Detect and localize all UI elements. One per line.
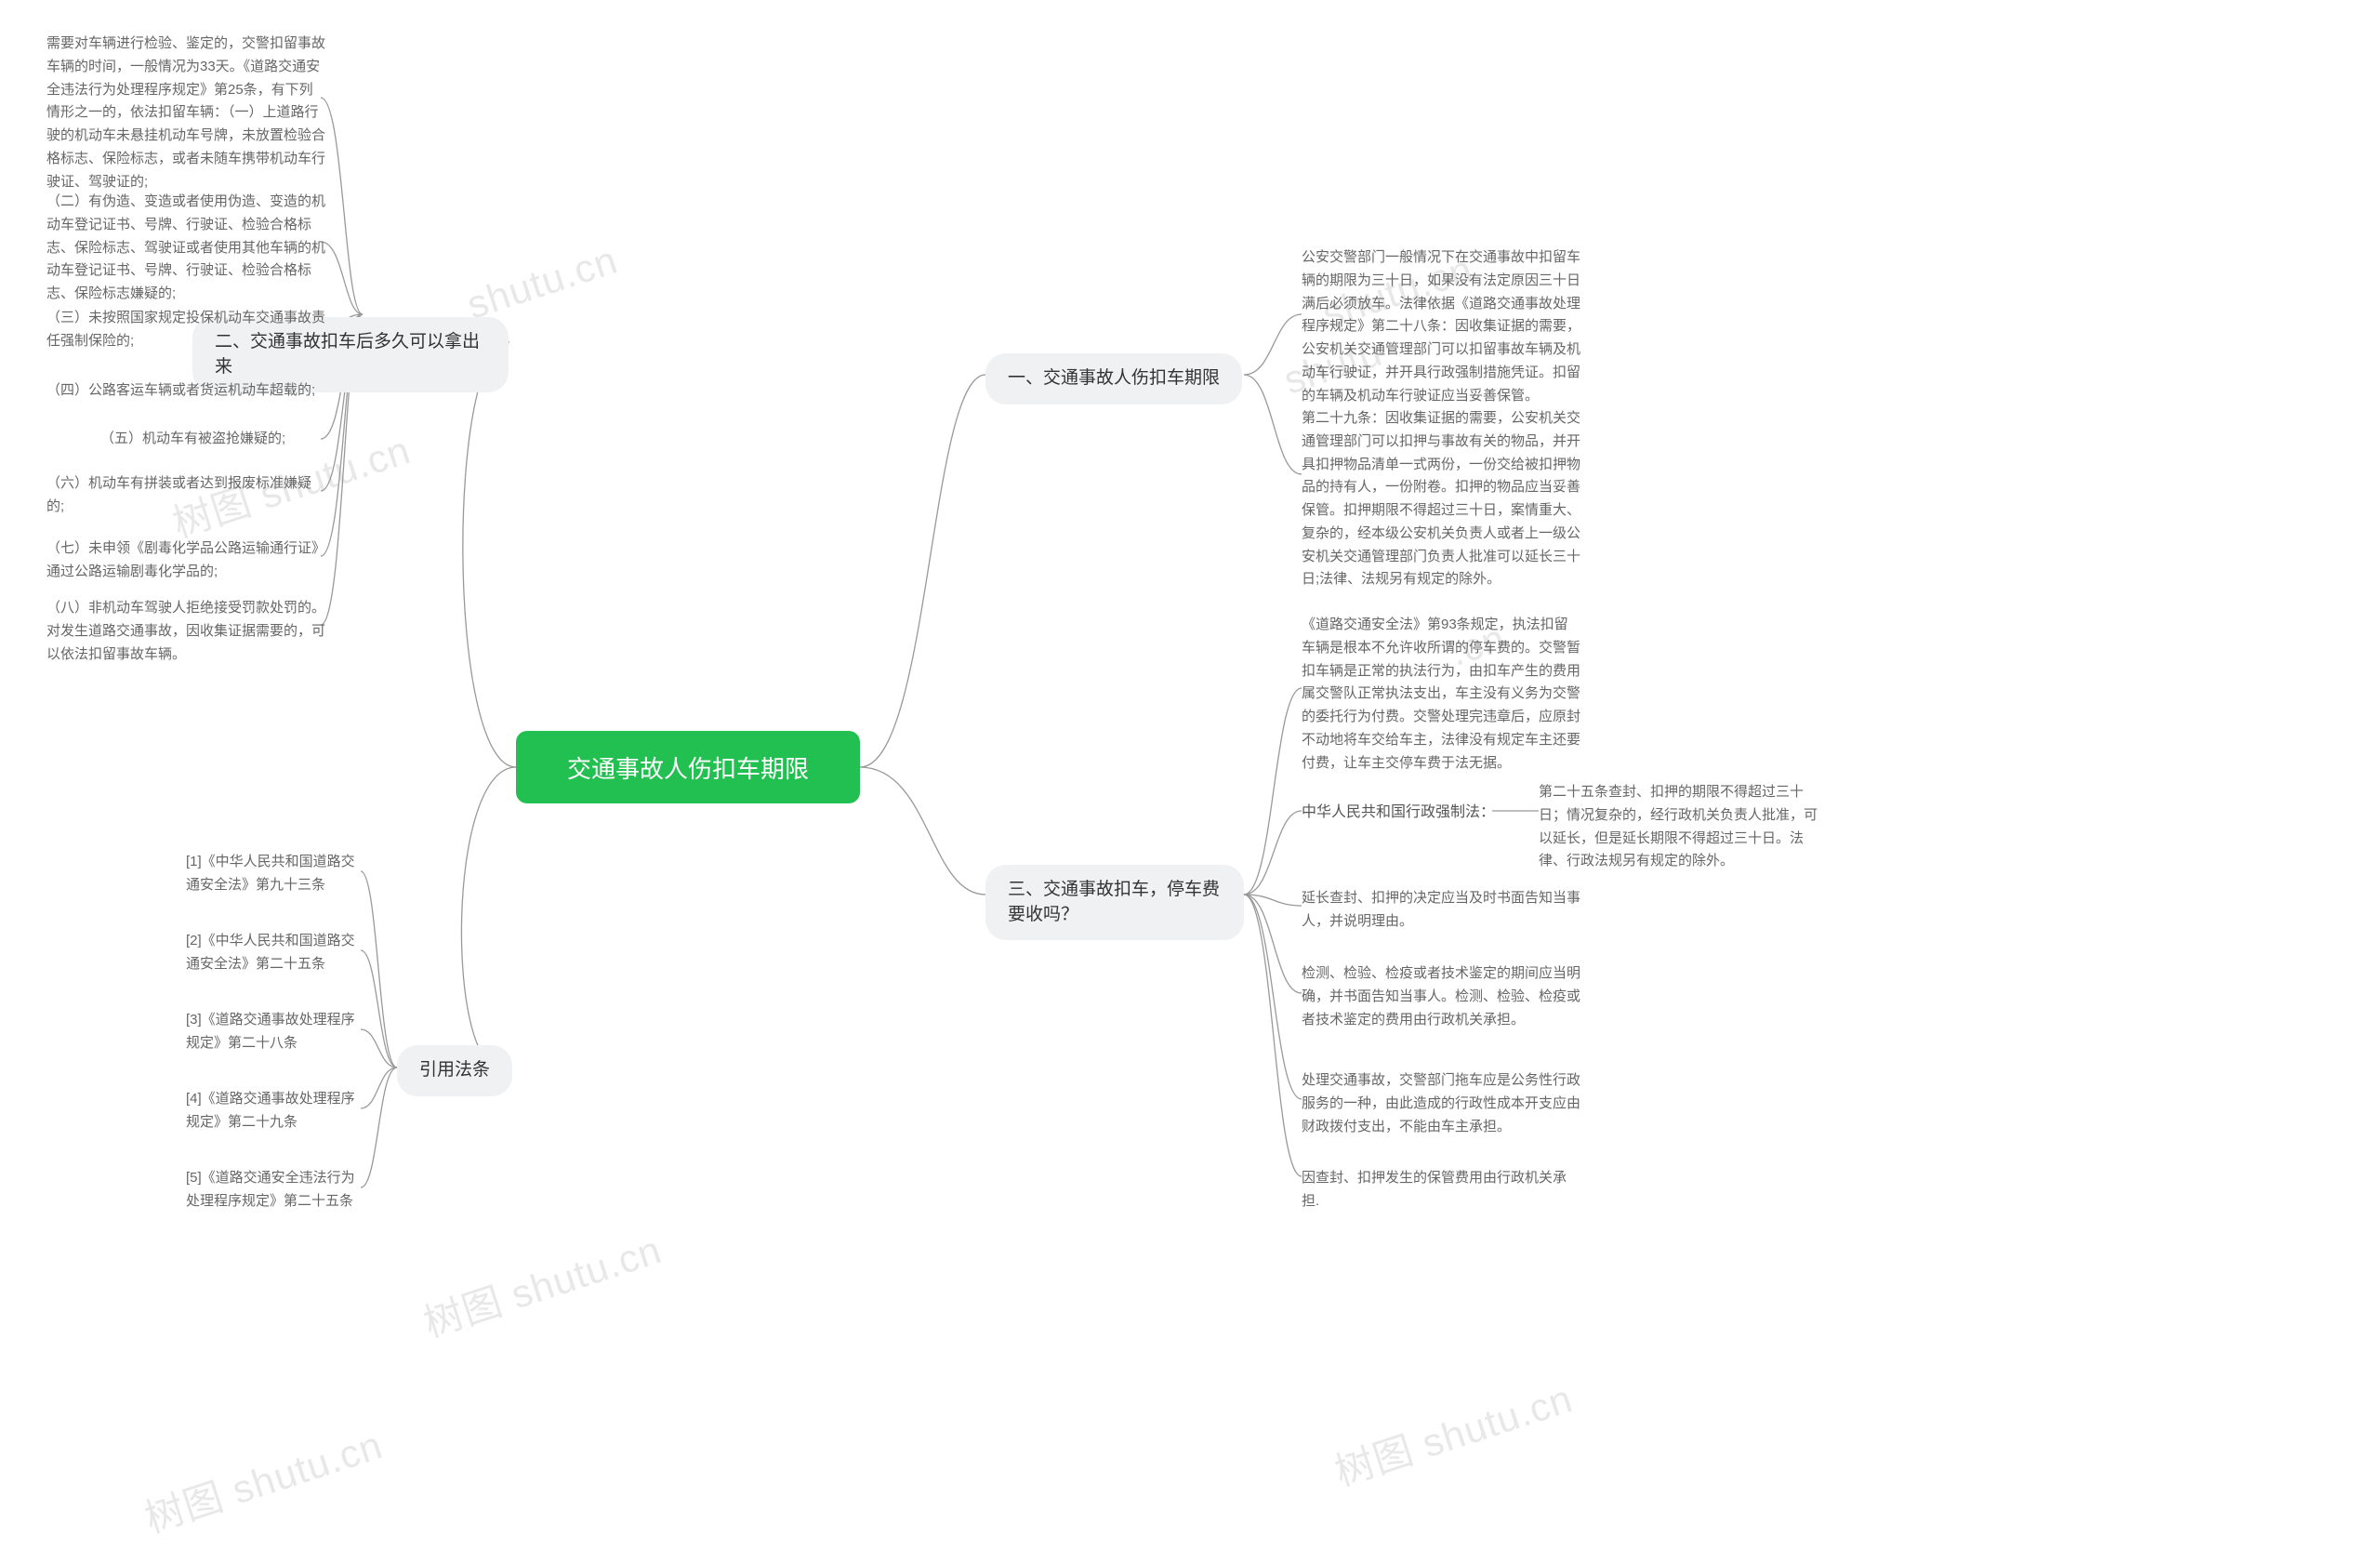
branch-2-leaf-4: （五）机动车有被盗抢嫌疑的;	[100, 428, 285, 451]
watermark: 树图 shutu.cn	[1327, 1367, 1579, 1497]
branch-4-leaf-2: [3]《道路交通事故处理程序规定》第二十八条	[186, 1009, 363, 1055]
branch-4-label: 引用法条	[419, 1058, 490, 1083]
branch-3[interactable]: 三、交通事故扣车，停车费要收吗？	[985, 865, 1244, 940]
branch-1-leaf-1: 第二十九条：因收集证据的需要，公安机关交通管理部门可以扣押与事故有关的物品，并开…	[1302, 407, 1580, 591]
watermark: 树图 shutu.cn	[416, 1218, 668, 1348]
branch-2-leaf-7: （八）非机动车驾驶人拒绝接受罚款处罚的。对发生道路交通事故，因收集证据需要的，可…	[46, 597, 325, 666]
branch-2-leaf-3: （四）公路客运车辆或者货运机动车超载的;	[46, 379, 315, 403]
branch-2-leaf-5: （六）机动车有拼装或者达到报废标准嫌疑的;	[46, 472, 325, 519]
branch-2-leaf-1: （二）有伪造、变造或者使用伪造、变造的机动车登记证书、号牌、行驶证、检验合格标志…	[46, 191, 325, 306]
branch-2-leaf-2: （三）未按照国家规定投保机动车交通事故责任强制保险的;	[46, 307, 325, 353]
branch-3-leaf-3: 检测、检验、检疫或者技术鉴定的期间应当明确，并书面告知当事人。检测、检验、检疫或…	[1302, 962, 1580, 1031]
watermark: shutu.cn	[462, 237, 623, 327]
branch-1-leaf-0: 公安交警部门一般情况下在交通事故中扣留车辆的期限为三十日，如果没有法定原因三十日…	[1302, 246, 1580, 407]
branch-4-leaf-4: [5]《道路交通安全违法行为处理程序规定》第二十五条	[186, 1167, 363, 1214]
branch-1[interactable]: 一、交通事故人伤扣车期限	[985, 353, 1242, 405]
branch-4-leaf-1: [2]《中华人民共和国道路交通安全法》第二十五条	[186, 930, 363, 976]
mindmap-connectors	[0, 0, 2380, 1565]
central-topic[interactable]: 交通事故人伤扣车期限	[516, 731, 860, 803]
branch-3-leaf-1: 第二十五条查封、扣押的期限不得超过三十日；情况复杂的，经行政机关负责人批准，可以…	[1539, 781, 1818, 873]
branch-2-leaf-0: 需要对车辆进行检验、鉴定的，交警扣留事故车辆的时间，一般情况为33天。《道路交通…	[46, 33, 325, 193]
branch-3-leaf-2: 延长查封、扣押的决定应当及时书面告知当事人，并说明理由。	[1302, 887, 1580, 934]
branch-3-leaf-0: 《道路交通安全法》第93条规定，执法扣留车辆是根本不允许收所谓的停车费的。交警暂…	[1302, 614, 1580, 775]
branch-2-leaf-6: （七）未申领《剧毒化学品公路运输通行证》通过公路运输剧毒化学品的;	[46, 537, 325, 584]
branch-4[interactable]: 引用法条	[397, 1045, 512, 1096]
branch-3-sub: 中华人民共和国行政强制法：	[1302, 802, 1495, 824]
branch-1-label: 一、交通事故人伤扣车期限	[1008, 366, 1220, 391]
branch-3-leaf-5: 因查封、扣押发生的保管费用由行政机关承担.	[1302, 1167, 1580, 1214]
branch-4-leaf-3: [4]《道路交通事故处理程序规定》第二十九条	[186, 1088, 363, 1134]
watermark: 树图 shutu.cn	[137, 1413, 389, 1544]
branch-4-leaf-0: [1]《中华人民共和国道路交通安全法》第九十三条	[186, 851, 363, 897]
branch-3-label: 三、交通事故扣车，停车费要收吗？	[1008, 878, 1222, 927]
central-topic-label: 交通事故人伤扣车期限	[567, 750, 809, 785]
branch-3-leaf-4: 处理交通事故，交警部门拖车应是公务性行政服务的一种，由此造成的行政性成本开支应由…	[1302, 1069, 1580, 1138]
